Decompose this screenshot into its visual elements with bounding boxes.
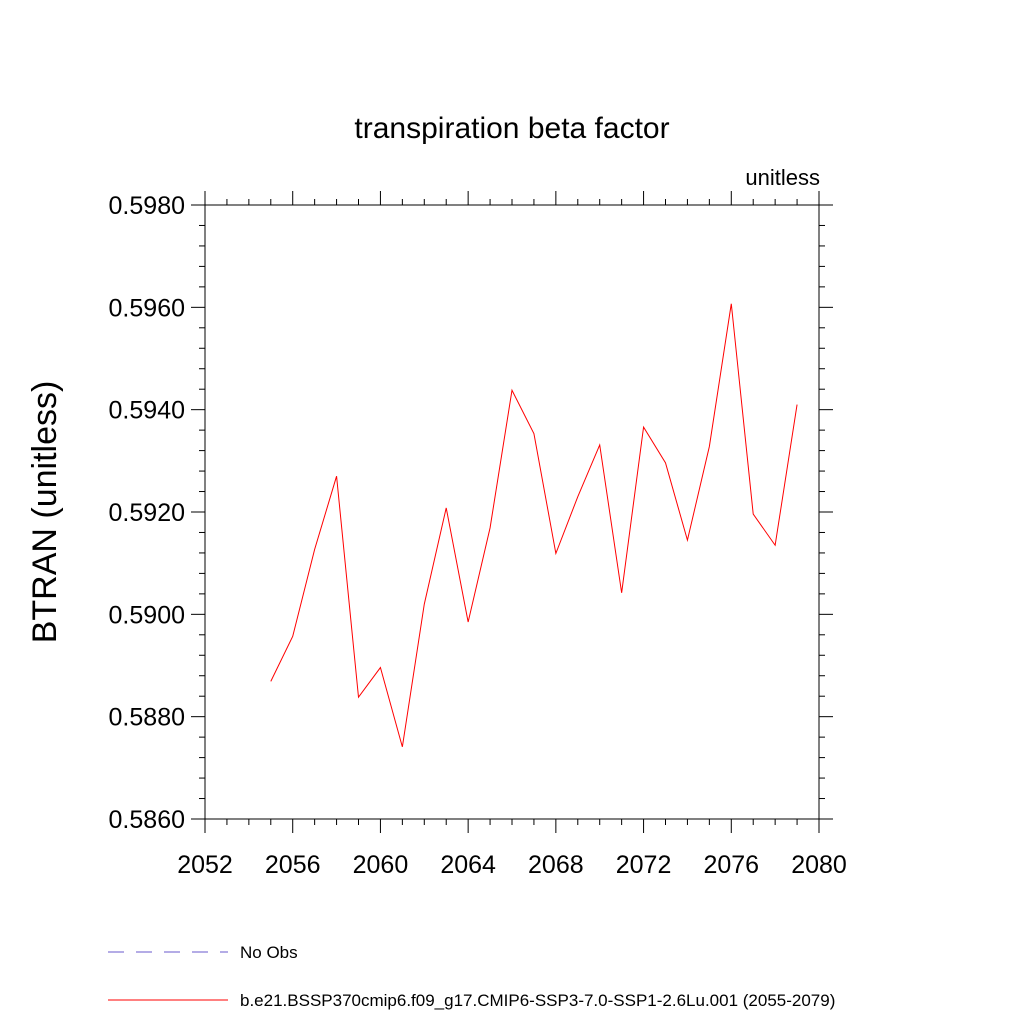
y-tick-label: 0.5980 (109, 192, 185, 220)
series-layer (270, 303, 798, 747)
plot-frame (204, 204, 820, 820)
x-tick-label: 2068 (528, 851, 584, 879)
y-tick-label: 0.5860 (109, 806, 185, 834)
y-tick-label: 0.5960 (109, 294, 185, 322)
legend-label: No Obs (240, 943, 298, 962)
axis-ticks: 2052 2056 2060 2064 2068 2072 2076 2080 0.5860 0.… (109, 191, 847, 879)
y-tick-label: 0.5880 (109, 704, 185, 732)
units-label: unitless (745, 165, 820, 190)
series-line (270, 303, 798, 747)
x-tick-label: 2060 (353, 851, 409, 879)
y-tick-label: 0.5900 (109, 601, 185, 629)
legend: No Obs b.e21.BSSP370cmip6.f09_g17.CMIP6-S… (108, 943, 835, 1010)
x-tick-label: 2076 (703, 851, 759, 879)
x-tick-label: 2052 (177, 851, 233, 879)
x-tick-label: 2064 (440, 851, 496, 879)
x-tick-label: 2080 (791, 851, 847, 879)
y-axis-label: BTRAN (unitless) (26, 381, 64, 644)
y-tick-label: 0.5920 (109, 499, 185, 527)
x-tick-label: 2056 (265, 851, 321, 879)
y-tick-label: 0.5940 (109, 397, 185, 425)
x-tick-label: 2072 (616, 851, 672, 879)
chart-title: transpiration beta factor (354, 112, 669, 145)
legend-label: b.e21.BSSP370cmip6.f09_g17.CMIP6-SSP3-7.… (240, 991, 835, 1010)
